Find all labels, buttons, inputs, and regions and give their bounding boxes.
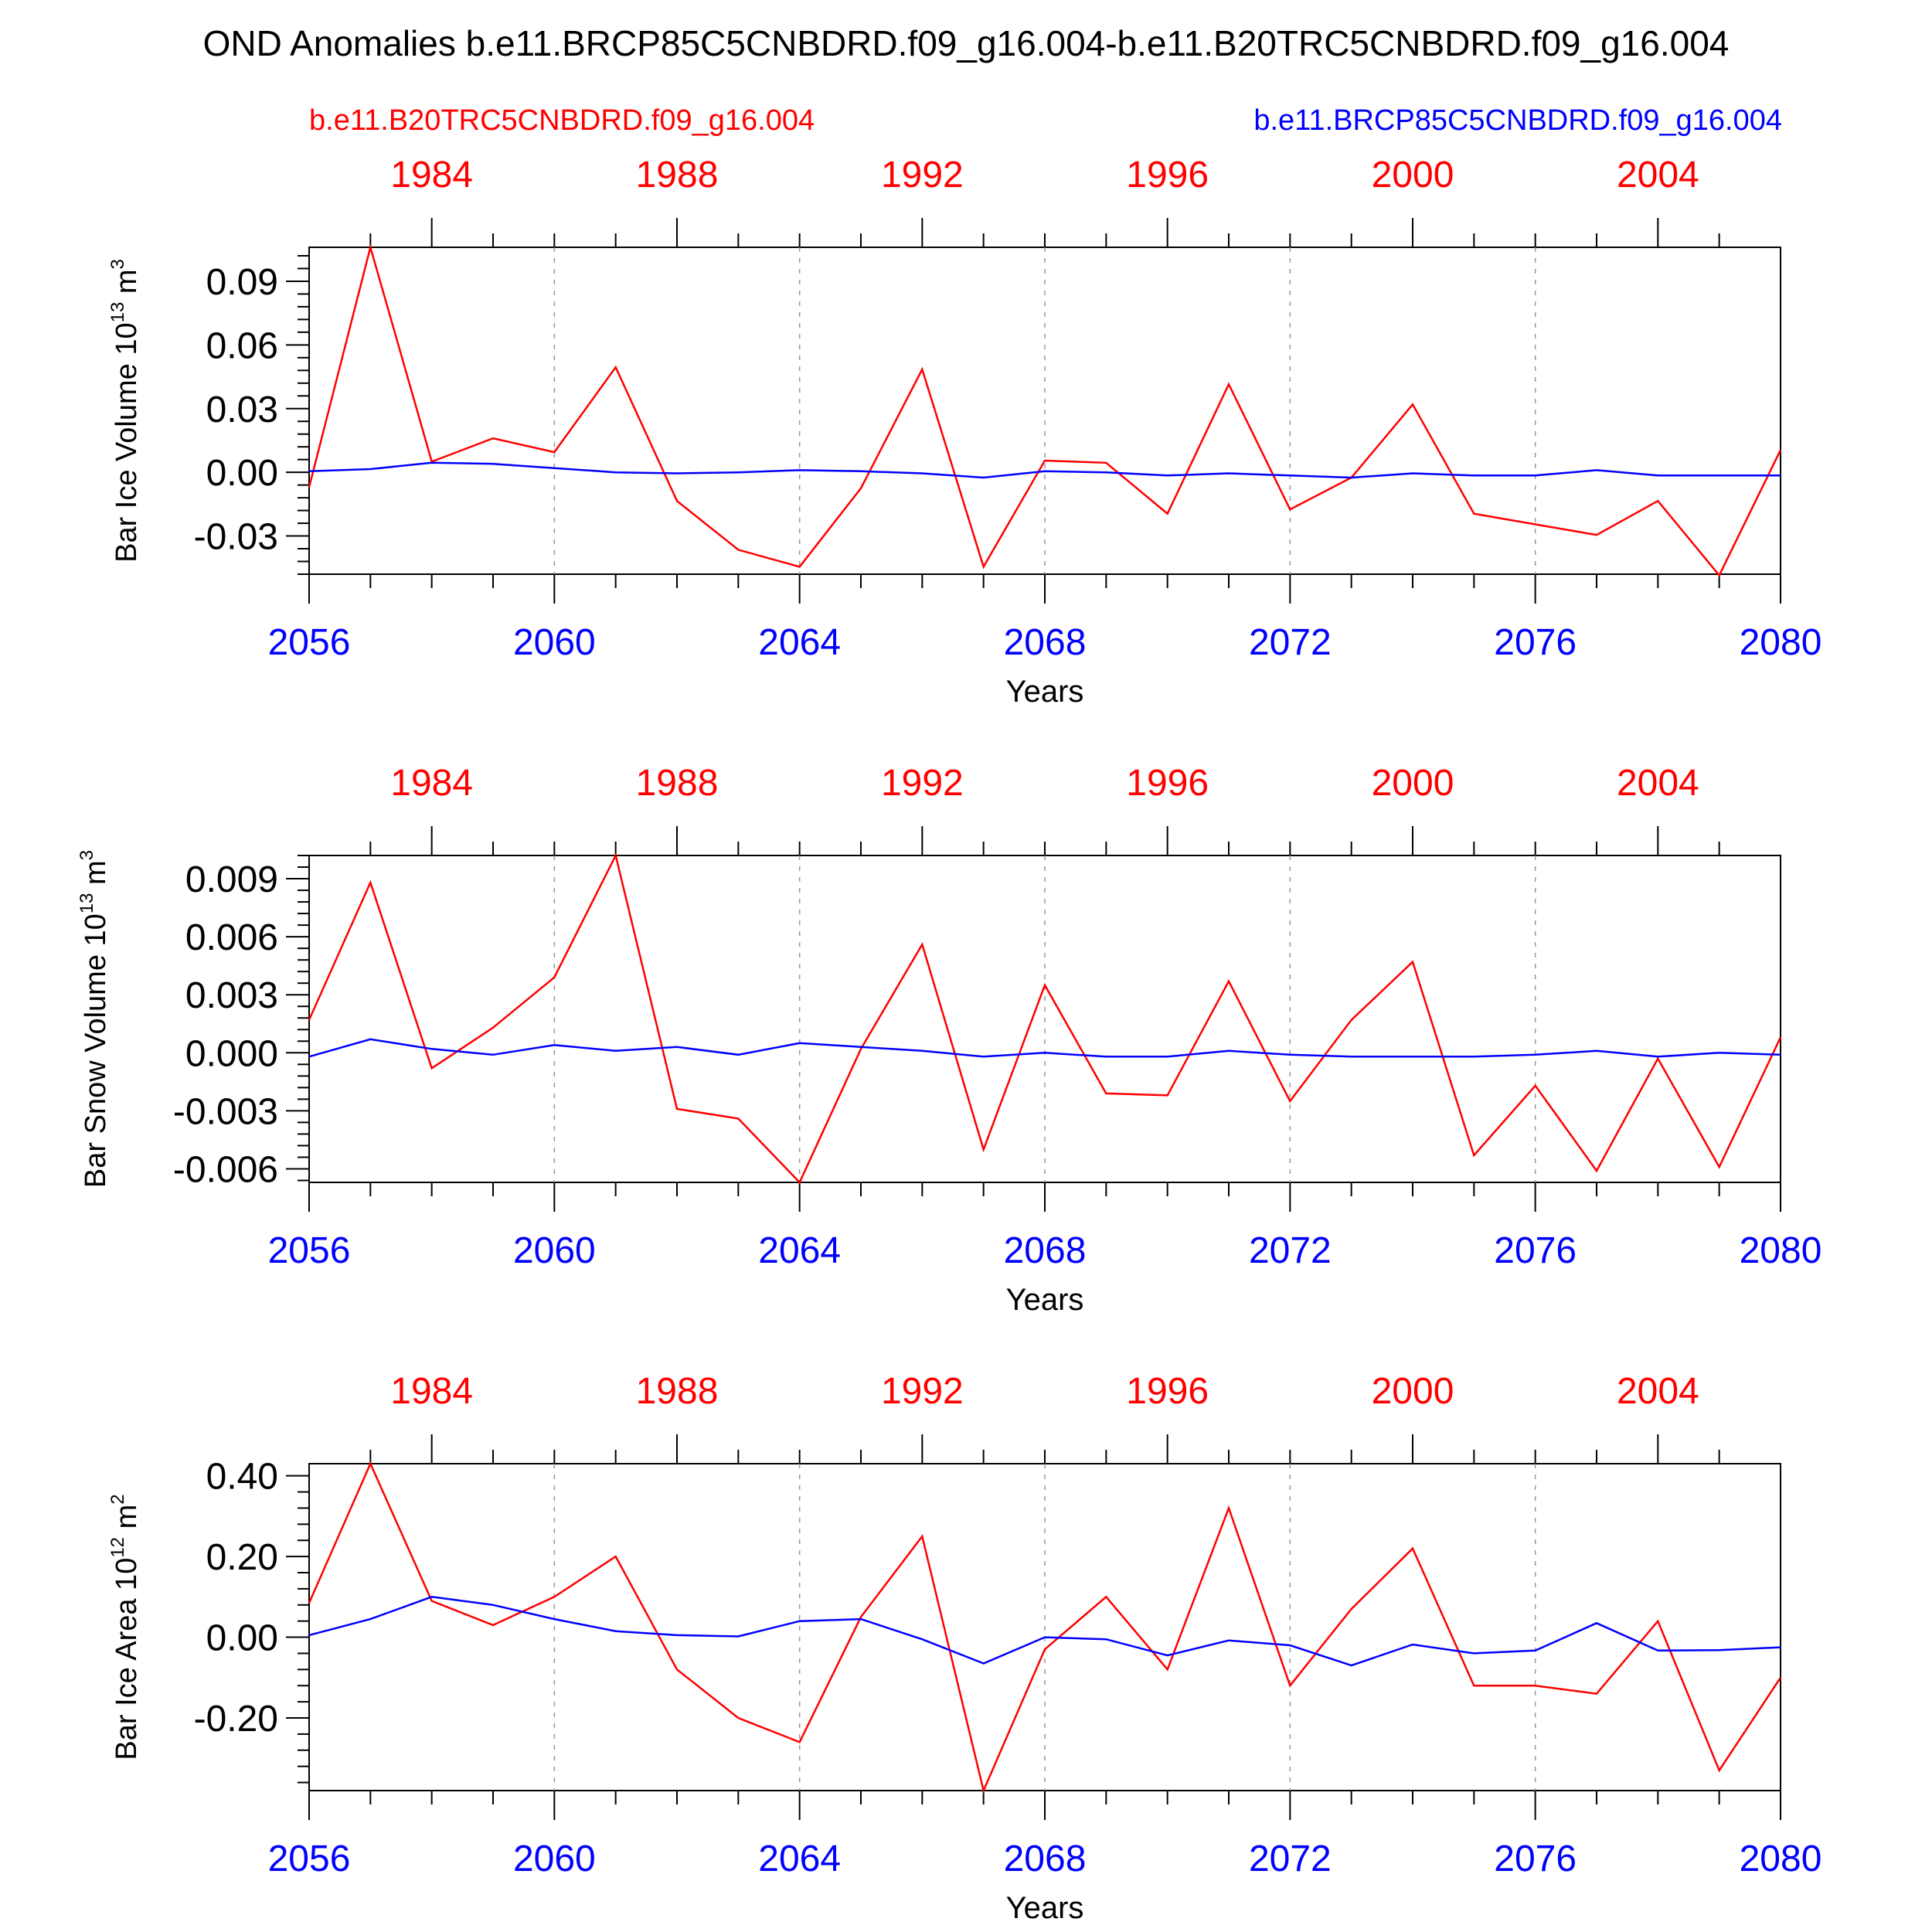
figure-title: OND Anomalies b.e11.BRCP85C5CNBDRD.f09_g… [203, 23, 1730, 63]
x-bottom-tick-label: 2060 [513, 1230, 596, 1271]
chart-panel-3: 2056 2060 2064 2068 2072 2076 2080 1984 1988 1992… [107, 1371, 1821, 1925]
x-bottom-tick-label: 2076 [1494, 1838, 1577, 1879]
x-bottom-tick-label: 2068 [1004, 1838, 1087, 1879]
x-bottom-tick-label: 2060 [513, 622, 596, 663]
x-bottom-tick-label: 2064 [758, 1230, 841, 1271]
x-top-tick-label: 1988 [636, 1371, 719, 1412]
series-line-historical [308, 852, 1782, 1185]
x-axis-label: Years [1006, 1283, 1084, 1317]
series-line-historical [308, 1461, 1782, 1794]
x-axis-label: Years [1006, 1891, 1084, 1925]
series-line-rcp85 [308, 461, 1781, 479]
chart-panel-1: 2056 2060 2064 2068 2072 2076 2080 1984 1988 1992… [107, 155, 1821, 709]
x-top-tick-label: 1992 [881, 763, 964, 804]
legend-left-label: b.e11.B20TRC5CNBDRD.f09_g16.004 [309, 104, 815, 137]
series-line-historical [308, 243, 1782, 577]
chart-panels: 2056 2060 2064 2068 2072 2076 2080 1984 1988 1992… [77, 155, 1821, 1925]
y-axis-label: Bar Ice Volume 1013 m3 [107, 259, 143, 563]
x-top-tick-label: 1992 [881, 155, 964, 196]
x-bottom-tick-label: 2056 [268, 622, 351, 663]
x-top-tick-label: 2004 [1617, 1371, 1699, 1412]
x-bottom-tick-label: 2076 [1494, 1230, 1577, 1271]
legend-right-label: b.e11.BRCP85C5CNBDRD.f09_g16.004 [1253, 104, 1782, 137]
y-tick-label: 0.06 [206, 325, 278, 366]
x-top-tick-label: 2000 [1372, 155, 1454, 196]
x-top-tick-label: 1992 [881, 1371, 964, 1412]
chart-panel-2: 2056 2060 2064 2068 2072 2076 2080 1984 1988 1992… [77, 763, 1821, 1317]
y-axis-label: Bar Ice Area 1012 m2 [107, 1494, 143, 1760]
y-tick-label: 0.40 [206, 1457, 278, 1498]
x-axis-label: Years [1006, 675, 1084, 709]
x-bottom-tick-label: 2056 [268, 1230, 351, 1271]
x-top-tick-label: 2000 [1372, 763, 1454, 804]
y-tick-label: 0.00 [206, 453, 278, 494]
series-line-rcp85 [308, 1596, 1781, 1667]
y-tick-label: 0.000 [185, 1033, 278, 1074]
y-tick-label: -0.006 [173, 1149, 278, 1190]
x-bottom-tick-label: 2064 [758, 622, 841, 663]
x-bottom-tick-label: 2072 [1249, 622, 1332, 663]
y-tick-label: 0.03 [206, 389, 278, 430]
x-bottom-tick-label: 2068 [1004, 1230, 1087, 1271]
y-tick-label: -0.20 [194, 1699, 278, 1740]
x-bottom-tick-label: 2080 [1740, 622, 1822, 663]
x-top-tick-label: 1984 [390, 155, 473, 196]
x-top-tick-label: 1996 [1126, 1371, 1209, 1412]
y-tick-label: 0.00 [206, 1618, 278, 1659]
x-top-tick-label: 2000 [1372, 1371, 1454, 1412]
x-bottom-tick-label: 2064 [758, 1838, 841, 1879]
x-bottom-tick-label: 2072 [1249, 1230, 1332, 1271]
y-tick-label: 0.003 [185, 975, 278, 1016]
x-top-tick-label: 1988 [636, 155, 719, 196]
x-bottom-tick-label: 2068 [1004, 622, 1087, 663]
y-tick-label: 0.20 [206, 1537, 278, 1578]
x-bottom-tick-label: 2056 [268, 1838, 351, 1879]
x-bottom-tick-label: 2076 [1494, 622, 1577, 663]
x-top-tick-label: 2004 [1617, 155, 1699, 196]
series-line-rcp85 [308, 1038, 1781, 1058]
x-top-tick-label: 1988 [636, 763, 719, 804]
x-top-tick-label: 1984 [390, 763, 473, 804]
y-tick-label: 0.09 [206, 262, 278, 303]
y-tick-label: -0.003 [173, 1091, 278, 1132]
y-tick-label: -0.03 [194, 517, 278, 558]
x-bottom-tick-label: 2080 [1740, 1230, 1822, 1271]
x-top-tick-label: 1996 [1126, 763, 1209, 804]
x-top-tick-label: 1996 [1126, 155, 1209, 196]
x-top-tick-label: 1984 [390, 1371, 473, 1412]
x-top-tick-label: 2004 [1617, 763, 1699, 804]
y-tick-label: 0.009 [185, 859, 278, 900]
x-bottom-tick-label: 2080 [1740, 1838, 1822, 1879]
y-tick-label: 0.006 [185, 917, 278, 958]
x-bottom-tick-label: 2072 [1249, 1838, 1332, 1879]
y-axis-label: Bar Snow Volume 1013 m3 [77, 850, 112, 1188]
x-bottom-tick-label: 2060 [513, 1838, 596, 1879]
